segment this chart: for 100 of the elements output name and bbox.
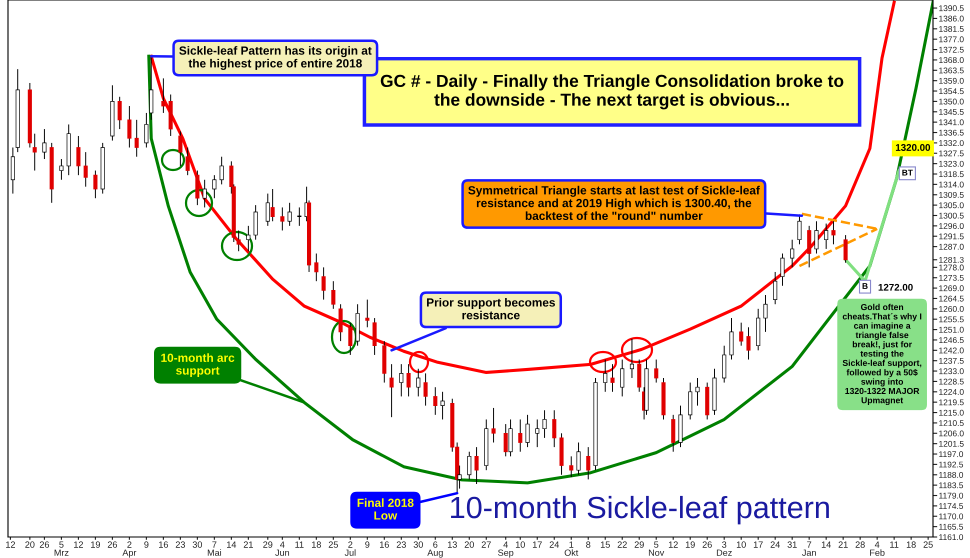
x-tick-label: 20 <box>464 541 474 548</box>
y-tick-label: 1260.0 <box>939 306 964 312</box>
y-tick-label: 1242.0 <box>939 348 964 354</box>
y-tick-label: 1161.0 <box>939 534 964 540</box>
y-tick-label: 1345.5 <box>939 108 964 115</box>
x-tick-label: 31 <box>788 541 797 548</box>
annotation: Sickle-leaf Pattern has its origin at the highest price of entire 2018 <box>179 46 372 70</box>
x-tick-label: 17 <box>754 542 763 548</box>
x-tick-label: 25 <box>924 541 933 548</box>
y-tick-label: 1350.0 <box>939 98 964 105</box>
y-tick-label: 1233.0 <box>939 368 964 374</box>
y-tick-label: 1336.5 <box>939 130 964 136</box>
y-tick-label: 1269.0 <box>939 285 964 292</box>
x-tick-label: 19 <box>686 541 695 548</box>
y-tick-label: 1264.5 <box>939 296 964 302</box>
x-tick-label: 23 <box>396 541 406 548</box>
y-tick-label: 1251.0 <box>939 326 964 333</box>
x-tick-label: 16 <box>159 541 168 548</box>
y-tick-label: 1287.0 <box>939 244 964 250</box>
x-tick-label: 5 Nov <box>648 542 664 556</box>
x-tick-label: 26 <box>40 541 50 548</box>
annotation: 1272.00 <box>878 284 913 291</box>
y-tick-label: 1174.5 <box>939 503 964 509</box>
y-tick-label: 1390.5 <box>939 5 964 12</box>
y-tick-label: 1273.5 <box>939 274 964 281</box>
x-tick-label: 4 Feb <box>870 542 885 556</box>
x-tick-label: 29 <box>263 541 272 548</box>
x-tick-label: 10 <box>736 541 746 548</box>
x-tick-label: 15 <box>600 542 610 548</box>
x-tick-label: 18 <box>312 541 321 548</box>
y-tick-label: 1215.0 <box>939 410 964 416</box>
x-tick-label: 16 <box>380 541 389 548</box>
text: GC # - Daily - Finally the Triangle Consolidation broke to the downside - The next target is obvious... <box>380 74 844 110</box>
y-tick-label: 1386.0 <box>939 16 964 22</box>
annotation: 1320.00 <box>896 144 930 151</box>
y-tick-label: 1309.5 <box>939 192 964 198</box>
y-tick-label: 1278.0 <box>939 264 964 270</box>
y-tick-label: 1359.0 <box>939 78 964 84</box>
x-tick-label: 11 <box>890 542 898 548</box>
y-tick-label: 1281.3 <box>939 256 964 263</box>
y-tick-label: 1219.5 <box>939 399 964 406</box>
x-tick-label: 4 Jun <box>275 542 290 556</box>
y-tick-label: 1291.5 <box>939 233 964 240</box>
x-tick-label: 9 <box>144 541 148 548</box>
x-tick-label: 12 <box>6 541 15 548</box>
annotation: B <box>862 283 868 289</box>
x-tick-label: 30 <box>192 541 202 548</box>
text: Gold often cheats.That´s why I can imagine a triangle false break!, just for testing the Sickle-leaf support, followed by a 50$ swing into 1320-1322 MAJOR Upmagnet <box>842 304 922 406</box>
y-tick-label: 1179.0 <box>939 492 964 499</box>
y-tick-label: 1341.0 <box>939 119 964 126</box>
y-tick-label: 1305.0 <box>939 202 964 208</box>
annotation: Symmetrical Triangle starts at last test of Sickle-leaf resistance and at 2019 High which is 1300.40, the backtest of the "round" number <box>468 186 760 220</box>
y-tick-label: 1372.5 <box>939 46 964 53</box>
x-tick-label: 7 Mai <box>208 542 222 556</box>
annotation: BT <box>902 170 913 176</box>
x-tick-label: 17 <box>532 542 542 548</box>
x-tick-label: 28 <box>856 541 865 548</box>
y-tick-label: 1300.5 <box>939 212 964 219</box>
x-tick-label: 20 <box>25 541 35 548</box>
annotation: 10-month Sickle-leaf pattern <box>451 496 829 524</box>
x-tick-label: 22 <box>618 541 627 548</box>
y-tick-label: 1323.0 <box>939 160 964 167</box>
x-tick-label: 13 <box>448 541 457 548</box>
y-tick-label: 1296.0 <box>939 223 964 229</box>
x-tick-label: 23 <box>176 541 185 548</box>
x-tick-label: 25 <box>328 541 338 548</box>
y-tick-label: 1224.0 <box>939 389 964 395</box>
x-tick-label: 6 Aug <box>427 541 443 558</box>
x-tick-label: 14 <box>227 542 236 548</box>
x-tick-label: 26 <box>702 541 712 548</box>
x-tick-label: 4 Sep <box>498 542 514 558</box>
x-tick-label: 12 <box>74 541 83 548</box>
y-tick-label: 1314.0 <box>939 182 964 188</box>
x-tick-label: 21 <box>838 541 848 548</box>
x-tick-label: 7 Jan <box>802 542 816 556</box>
y-tick-label: 1206.0 <box>939 430 964 436</box>
x-tick-label: 19 <box>91 541 100 548</box>
annotation: Prior support becomes resistance <box>427 298 555 320</box>
x-tick-label: 24 <box>770 541 780 548</box>
y-tick-label: 1165.5 <box>939 524 964 530</box>
x-tick-label: 9 <box>365 541 370 548</box>
y-tick-label: 1210.5 <box>939 420 964 426</box>
y-tick-label: 1197.0 <box>939 451 964 458</box>
y-tick-label: 1381.5 <box>939 26 964 32</box>
y-tick-label: 1332.0 <box>939 140 964 146</box>
x-tick-label: 18 <box>906 541 916 548</box>
x-tick-label: 2 Jul <box>344 541 356 556</box>
x-tick-label: 24 <box>550 541 560 548</box>
y-tick-label: 1354.5 <box>939 88 964 94</box>
y-tick-label: 1318.5 <box>939 171 964 178</box>
y-tick-label: 1368.0 <box>939 57 964 64</box>
x-tick-label: 12 <box>668 541 678 548</box>
x-tick-label: 11 <box>295 542 304 548</box>
x-tick-label: 21 <box>244 541 253 548</box>
y-tick-label: 1255.5 <box>939 316 964 322</box>
y-tick-label: 1170.0 <box>939 513 964 520</box>
x-tick-label: 26 <box>108 541 118 548</box>
y-tick-label: 1327.5 <box>939 150 964 156</box>
x-tick-label: 14 <box>822 542 831 548</box>
x-tick-label: 5 Mrz <box>54 542 68 556</box>
